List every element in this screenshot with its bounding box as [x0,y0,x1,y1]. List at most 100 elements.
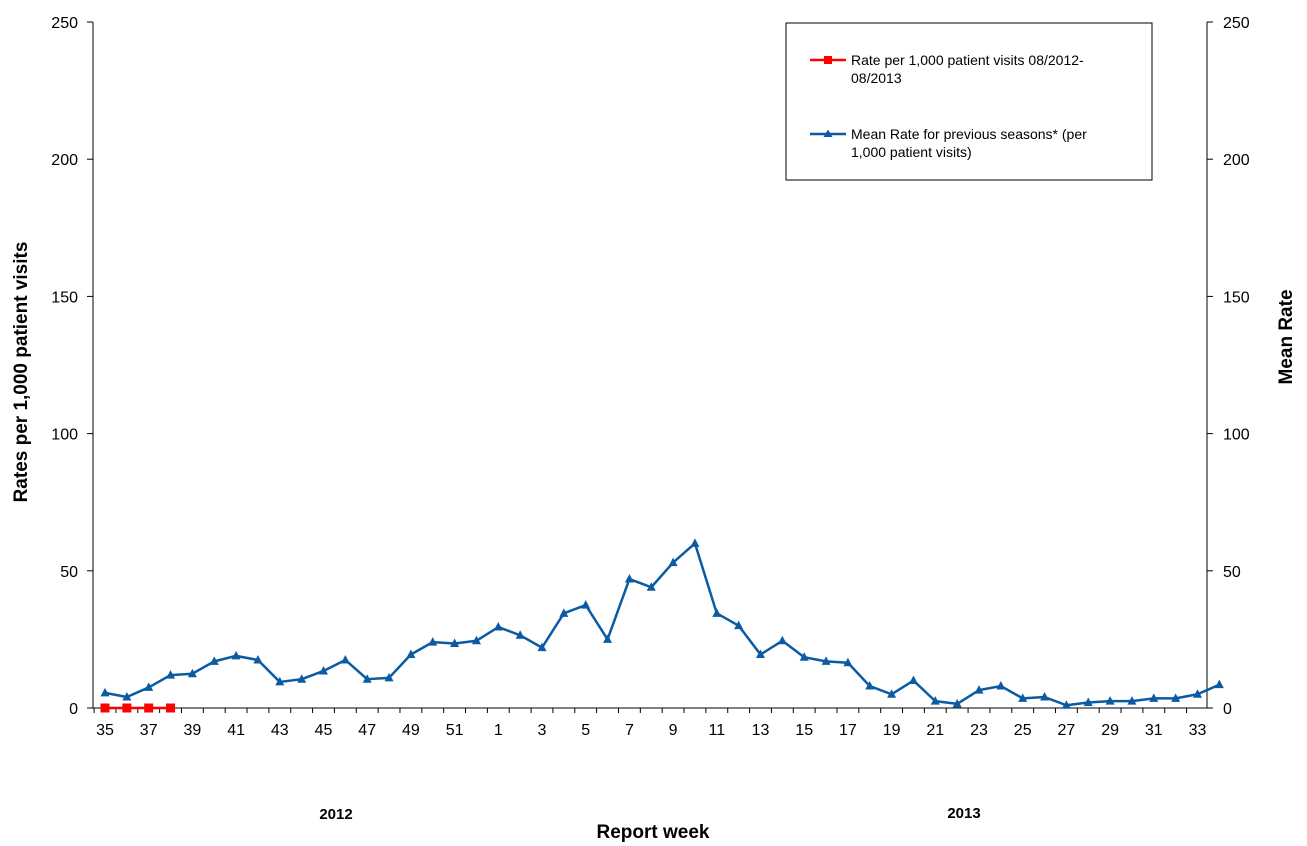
mean-rate-point [406,649,416,658]
x-tick-label: 23 [970,722,988,739]
mean-rate-point [319,665,328,675]
x-tick-label: 9 [669,722,678,739]
mean-rate-point [297,674,307,683]
x-tick-label: 7 [625,722,634,739]
mean-rate-point [1018,693,1028,702]
legend-box [785,22,1153,181]
x-tick-label: 47 [358,722,376,739]
mean-rate-point [362,674,372,683]
mean-rate-point [209,656,219,665]
y2-tick-label: 250 [1223,15,1250,32]
rate-point [144,703,154,713]
mean-rate-point [974,685,984,694]
x-tick-label: 27 [1058,722,1076,739]
mean-rate-point [952,698,962,708]
x-tick-label: 31 [1145,722,1163,739]
mean-rate-point [930,696,940,705]
x-tick-label: 1 [494,722,503,739]
mean-rate-point [1105,696,1115,705]
year-label-2013: 2013 [947,805,980,822]
mean-rate-point [887,689,897,698]
y2-tick-label: 150 [1223,289,1250,306]
mean-rate-point [690,538,700,547]
y-tick-label: 50 [60,564,78,581]
mean-rate-point [537,642,547,652]
y2-tick-label: 0 [1223,701,1232,718]
legend-label-rate-line-2: 08/2013 [851,70,902,86]
mean-rate-point [493,622,503,631]
legend-label-mean: Mean Rate for previous seasons* (per 1,0… [851,126,1091,160]
legend-swatch-mean-marker [823,129,833,137]
year-label-2012: 2012 [319,806,352,823]
x-tick-label: 11 [708,722,725,739]
y-tick-label: 100 [51,427,78,444]
mean-rate-point [908,675,918,685]
legend-label-rate-line-1: Rate per 1,000 patient visits 08/2012- [851,52,1084,68]
x-tick-label: 41 [227,722,245,739]
x-tick-label: 37 [140,722,158,739]
mean-rate-point [821,656,831,665]
mean-rate-point [471,635,481,645]
y2-tick-label: 50 [1223,564,1241,581]
mean-rate-point [275,676,285,686]
legend-label-rate: Rate per 1,000 patient visits 08/2012- 0… [851,52,1088,86]
y-tick-label: 150 [51,289,78,306]
rate-point [100,703,110,713]
x-tick-label: 33 [1189,722,1207,739]
mean-rate-point [603,634,613,643]
mean-rate-point [712,608,722,617]
x-axis-title: Report week [597,822,710,843]
mean-rate-point [777,635,787,645]
mean-rate-point [428,637,438,646]
x-tick-label: 17 [839,722,857,739]
x-tick-label: 29 [1101,722,1119,739]
x-tick-label: 19 [883,722,901,739]
mean-rate-point [1061,700,1071,709]
x-tick-label: 5 [581,722,590,739]
mean-rate-point [122,692,132,701]
rate-point [122,703,132,713]
mean-rate-point [1083,697,1093,707]
series-line-mean [104,542,1220,707]
y-axis-title: Rates per 1,000 patient visits [11,242,32,503]
x-tick-label: 15 [795,722,813,739]
mean-rate-point [450,638,460,648]
series-group [100,538,1224,713]
mean-rate-point [668,557,678,567]
mean-rate-point [756,649,765,658]
mean-rate-point [865,681,875,690]
mean-rate-point [1193,689,1202,698]
x-tick-label: 3 [538,722,547,739]
y2-axis-title: Mean Rate [1276,289,1297,384]
mean-rate-point [559,608,569,617]
mean-rate-point [1171,693,1181,702]
mean-rate-point [1214,679,1224,689]
x-tick-label: 51 [446,722,464,739]
mean-rate-point [100,687,110,697]
mean-rate-point [799,652,809,661]
mean-rate-point [1127,696,1137,705]
mean-rate-point [1149,693,1159,702]
mean-rate-point [646,582,656,591]
rate-point [166,703,176,713]
y2-tick-label: 200 [1223,152,1250,169]
axes-group [92,22,1208,709]
mean-rate-point [996,681,1006,690]
mean-rate-point [734,620,744,630]
mean-rate-point [231,650,241,660]
mean-rate-point [253,654,263,664]
mean-rate-point [384,672,394,682]
x-tick-label: 43 [271,722,289,739]
mean-rate-point [166,670,176,679]
mean-rate-point [187,668,197,678]
x-tick-label: 35 [96,722,114,739]
mean-rate-point [1040,692,1050,701]
x-tick-label: 13 [752,722,770,739]
mean-rate-point [581,600,591,609]
mean-rate-point [515,630,525,639]
x-tick-label: 21 [926,722,944,739]
mean-rate-point [624,574,634,583]
mean-rate-point [144,682,154,691]
